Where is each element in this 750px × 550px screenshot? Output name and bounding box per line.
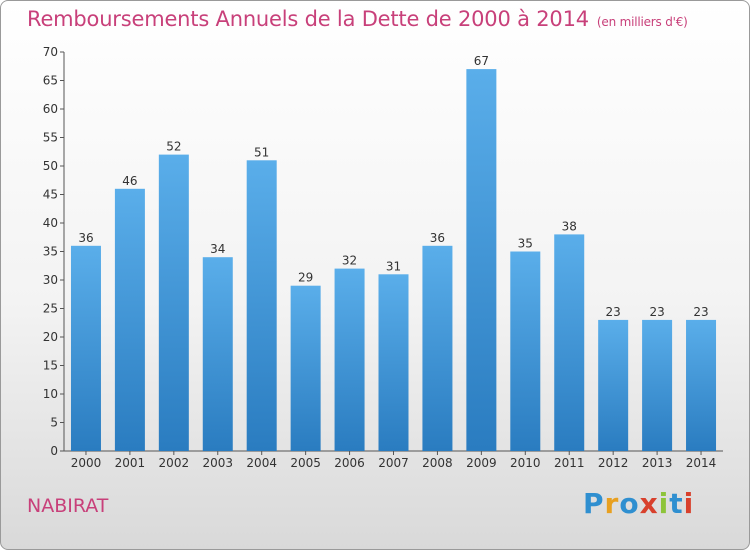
- value-label-2002: 52: [166, 140, 181, 154]
- y-tick-label: 5: [50, 416, 58, 430]
- value-label-2004: 51: [254, 145, 269, 159]
- x-tick-label-2009: 2009: [466, 456, 497, 470]
- y-tick-label: 65: [43, 74, 58, 88]
- x-tick-label-2002: 2002: [159, 456, 190, 470]
- value-label-2013: 23: [649, 305, 664, 319]
- chart-title: Remboursements Annuels de la Dette de 20…: [27, 7, 688, 31]
- x-tick-label-2010: 2010: [510, 456, 541, 470]
- value-label-2011: 38: [562, 219, 577, 233]
- logo-letter: i: [658, 487, 670, 520]
- bar-2004[interactable]: [246, 160, 277, 452]
- y-tick-label: 55: [43, 131, 58, 145]
- y-tick-label: 45: [43, 188, 58, 202]
- bar-2012[interactable]: [598, 319, 629, 451]
- x-tick-label-2003: 2003: [202, 456, 233, 470]
- y-tick-label: 30: [43, 273, 58, 287]
- chart-subtitle: (en milliers d'€): [596, 15, 688, 29]
- logo-letter: i: [683, 487, 695, 520]
- value-label-2003: 34: [210, 242, 225, 256]
- value-label-2007: 31: [386, 259, 401, 273]
- x-tick-label-2004: 2004: [246, 456, 277, 470]
- x-tick-label-2000: 2000: [71, 456, 102, 470]
- proxiti-logo[interactable]: Proxiti: [583, 487, 694, 520]
- bar-2007[interactable]: [378, 274, 409, 451]
- x-tick-label-2001: 2001: [115, 456, 146, 470]
- bar-2010[interactable]: [510, 251, 541, 452]
- y-tick-label: 50: [43, 159, 58, 173]
- y-tick-label: 20: [43, 330, 58, 344]
- y-tick-label: 35: [43, 245, 58, 259]
- bar-2001[interactable]: [114, 188, 145, 452]
- y-tick-label: 70: [43, 45, 58, 59]
- y-tick-label: 25: [43, 302, 58, 316]
- x-tick-label-2011: 2011: [554, 456, 585, 470]
- bar-2002[interactable]: [158, 154, 189, 451]
- chart-title-text: Remboursements Annuels de la Dette de 20…: [27, 7, 589, 31]
- value-label-2008: 36: [430, 231, 445, 245]
- y-tick-label: 60: [43, 102, 58, 116]
- logo-letter: r: [604, 487, 620, 520]
- bar-2005[interactable]: [290, 285, 321, 451]
- bar-2003[interactable]: [202, 257, 233, 451]
- y-tick-label: 0: [50, 444, 58, 458]
- bar-2013[interactable]: [642, 319, 673, 451]
- x-tick-label-2012: 2012: [598, 456, 629, 470]
- y-tick-label: 10: [43, 387, 58, 401]
- bar-2014[interactable]: [686, 319, 717, 451]
- logo-letter: o: [619, 487, 640, 520]
- logo-letter: x: [639, 487, 659, 520]
- x-tick-label-2008: 2008: [422, 456, 453, 470]
- y-tick-label: 15: [43, 359, 58, 373]
- place-name: NABIRAT: [27, 495, 109, 517]
- bar-2011[interactable]: [554, 234, 585, 451]
- value-label-2009: 67: [474, 54, 489, 68]
- x-tick-label-2007: 2007: [378, 456, 409, 470]
- bar-2009[interactable]: [466, 69, 497, 451]
- bar-2008[interactable]: [422, 245, 453, 451]
- x-tick-label-2013: 2013: [642, 456, 673, 470]
- value-label-2000: 36: [78, 231, 93, 245]
- logo-letter: t: [669, 487, 684, 520]
- x-tick-label-2006: 2006: [334, 456, 365, 470]
- y-tick-label: 40: [43, 216, 58, 230]
- x-tick-label-2014: 2014: [686, 456, 717, 470]
- logo-letter: P: [583, 487, 605, 520]
- bar-2000[interactable]: [70, 245, 101, 451]
- bar-2006[interactable]: [334, 268, 365, 451]
- value-label-2014: 23: [693, 305, 708, 319]
- value-label-2005: 29: [298, 271, 313, 285]
- value-label-2010: 35: [518, 237, 533, 251]
- value-label-2006: 32: [342, 254, 357, 268]
- value-label-2012: 23: [606, 305, 621, 319]
- x-tick-label-2005: 2005: [290, 456, 321, 470]
- value-label-2001: 46: [122, 174, 137, 188]
